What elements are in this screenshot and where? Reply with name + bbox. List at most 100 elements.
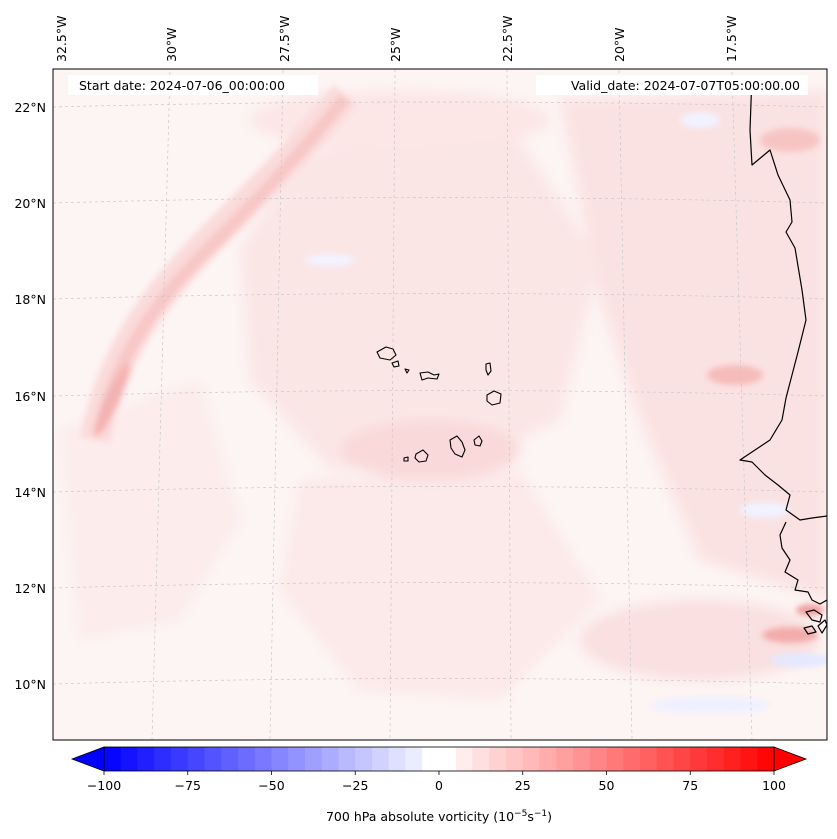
coastline-bissagos bbox=[805, 609, 823, 623]
colorbar-cell bbox=[673, 747, 691, 771]
colorbar-cell bbox=[171, 747, 189, 771]
colorbar-tick-label: 0 bbox=[435, 778, 443, 793]
lat-label-20n: 20°N bbox=[14, 196, 46, 211]
colorbar-cell bbox=[137, 747, 155, 771]
vorticity-min-east bbox=[740, 502, 790, 518]
lat-label-14n: 14°N bbox=[14, 485, 46, 500]
lon-label-32-5w: 32.5°W bbox=[54, 16, 69, 62]
colorbar-label-mid: s bbox=[527, 809, 534, 824]
colorbar-cells bbox=[104, 747, 775, 771]
island-santa-luzia bbox=[404, 368, 410, 374]
colorbar-cell bbox=[589, 747, 608, 771]
colorbar-cell bbox=[238, 747, 256, 771]
coastline-mauritania-senegal bbox=[739, 74, 827, 521]
island-fogo bbox=[414, 449, 429, 463]
parallel-16n bbox=[53, 390, 827, 397]
lon-label-27-5w: 27.5°W bbox=[277, 16, 292, 62]
colorbar-cell bbox=[690, 747, 708, 771]
colorbar-cell bbox=[472, 747, 490, 771]
vorticity-band-inner bbox=[94, 94, 350, 432]
colorbar-cell bbox=[154, 747, 172, 771]
colorbar-cell bbox=[506, 747, 524, 771]
vorticity-min-band bbox=[305, 254, 355, 266]
lon-label-22-5w: 22.5°W bbox=[500, 16, 515, 62]
vorticity-region-se bbox=[580, 600, 820, 680]
colorbar-cell bbox=[305, 747, 323, 771]
meridian-22-5w bbox=[506, 69, 512, 740]
colorbar-ticks: −100 −75 −50 −25 0 25 50 75 100 bbox=[87, 771, 786, 793]
colorbar-label-end: ) bbox=[547, 809, 552, 824]
colorbar-tick-label: −75 bbox=[175, 778, 201, 793]
colorbar-tick-label: −25 bbox=[342, 778, 368, 793]
colorbar-cell bbox=[271, 747, 289, 771]
map-frame bbox=[52, 68, 828, 741]
vorticity-region-west bbox=[60, 380, 240, 640]
colorbar-cell bbox=[288, 747, 306, 771]
colorbar-tick-label: −50 bbox=[258, 778, 284, 793]
colorbar-cell bbox=[388, 747, 407, 771]
map-panel: Start date: 2024-07-06_00:00:00 Valid_da… bbox=[14, 16, 828, 741]
island-boa-vista bbox=[486, 390, 502, 406]
colorbar-cell bbox=[640, 747, 658, 771]
vorticity-region-south bbox=[280, 470, 600, 700]
lat-label-18n: 18°N bbox=[14, 292, 46, 307]
colorbar-cell bbox=[489, 747, 507, 771]
lat-label-10n: 10°N bbox=[14, 677, 46, 692]
coastline-guinea-bissau bbox=[779, 521, 827, 605]
colorbar-cell bbox=[204, 747, 222, 771]
coastline-bissagos-2 bbox=[803, 625, 817, 635]
island-maio bbox=[473, 435, 483, 447]
meridian-32-5w bbox=[53, 75, 54, 93]
vorticity-max-southeast bbox=[762, 627, 818, 643]
start-date-label: Start date: 2024-07-06_00:00:00 bbox=[79, 78, 285, 93]
colorbar: −100 −75 −50 −25 0 25 50 75 100 700 hPa absolute… bbox=[70, 746, 808, 824]
lat-label-22n: 22°N bbox=[14, 100, 46, 115]
vorticity-max-east bbox=[707, 365, 763, 385]
colorbar-cell bbox=[707, 747, 725, 771]
parallel-18n bbox=[53, 293, 827, 300]
colorbar-extend-min bbox=[70, 746, 105, 772]
lat-label-16n: 16°N bbox=[14, 389, 46, 404]
vorticity-max-northeast bbox=[760, 128, 820, 152]
lon-label-17-5w: 17.5°W bbox=[724, 16, 739, 62]
vorticity-min-south bbox=[650, 697, 770, 713]
colorbar-tick-label: 50 bbox=[599, 778, 615, 793]
vorticity-min-north bbox=[680, 112, 720, 128]
colorbar-cell bbox=[338, 747, 356, 771]
colorbar-cell bbox=[522, 747, 541, 771]
parallel-10n bbox=[53, 678, 827, 685]
island-sao-nicolau bbox=[419, 371, 440, 381]
colorbar-tick-label: −100 bbox=[87, 778, 121, 793]
colorbar-cell bbox=[455, 747, 474, 771]
parallel-20n bbox=[53, 197, 827, 204]
lon-label-30w: 30°W bbox=[164, 27, 179, 62]
meridian-27-5w bbox=[269, 69, 284, 740]
parallel-12n bbox=[53, 582, 827, 589]
vorticity-max-coast bbox=[796, 604, 824, 616]
colorbar-cell bbox=[656, 747, 675, 771]
meridian-25w bbox=[389, 69, 396, 740]
vorticity-field bbox=[60, 85, 827, 713]
colorbar-cell bbox=[355, 747, 373, 771]
coastline-guinea bbox=[817, 619, 827, 634]
colorbar-cell bbox=[405, 747, 423, 771]
island-brava bbox=[403, 456, 409, 462]
colorbar-cell bbox=[104, 747, 122, 771]
colorbar-tick-label: 75 bbox=[682, 778, 698, 793]
colorbar-cell bbox=[221, 747, 239, 771]
vorticity-max-band bbox=[93, 363, 131, 437]
valid-date-box bbox=[536, 75, 808, 95]
island-sal bbox=[485, 362, 492, 376]
colorbar-cell bbox=[321, 747, 340, 771]
island-sao-vicente bbox=[391, 360, 400, 368]
colorbar-cell bbox=[556, 747, 574, 771]
colorbar-cell bbox=[623, 747, 641, 771]
coastline-africa bbox=[739, 74, 827, 635]
vorticity-region-east bbox=[560, 90, 827, 600]
lon-label-25w: 25°W bbox=[388, 27, 403, 62]
colorbar-cell bbox=[120, 747, 139, 771]
graticule bbox=[53, 69, 827, 740]
start-date-box bbox=[68, 75, 318, 95]
meridian-20w bbox=[618, 69, 633, 740]
island-santo-antao bbox=[376, 346, 397, 361]
